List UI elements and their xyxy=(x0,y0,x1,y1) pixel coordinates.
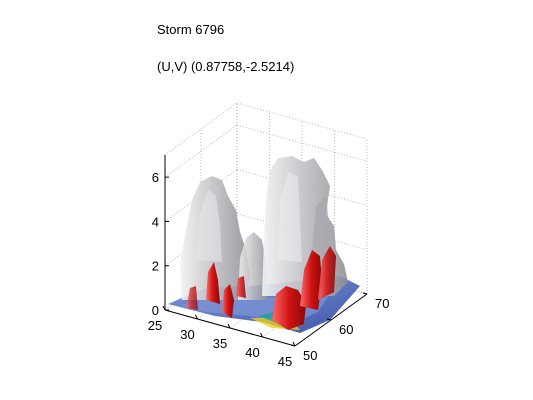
chart-title: Storm 6796 xyxy=(157,22,225,37)
tick-labels: 0 2 4 6 25 30 35 40 45 50 60 70 xyxy=(148,170,390,369)
x-tick-label: 45 xyxy=(278,354,292,369)
y-tick-label: 70 xyxy=(375,296,389,311)
z-tick-label: 2 xyxy=(152,259,159,274)
z-tick-label: 0 xyxy=(152,303,159,318)
z-tick-label: 4 xyxy=(152,214,159,229)
storm-core xyxy=(186,246,336,330)
chart-subtitle: (U,V) (0.87758,-2.5214) xyxy=(157,59,295,74)
y-tick-label: 60 xyxy=(339,322,353,337)
x-tick-label: 40 xyxy=(245,345,259,360)
storm-cloud xyxy=(180,156,348,300)
x-tick-label: 30 xyxy=(180,327,194,342)
y-tick-label: 50 xyxy=(303,348,317,363)
z-tick-label: 6 xyxy=(152,170,159,185)
x-tick-label: 25 xyxy=(148,318,162,333)
axes xyxy=(162,155,368,347)
x-tick-label: 35 xyxy=(213,336,227,351)
